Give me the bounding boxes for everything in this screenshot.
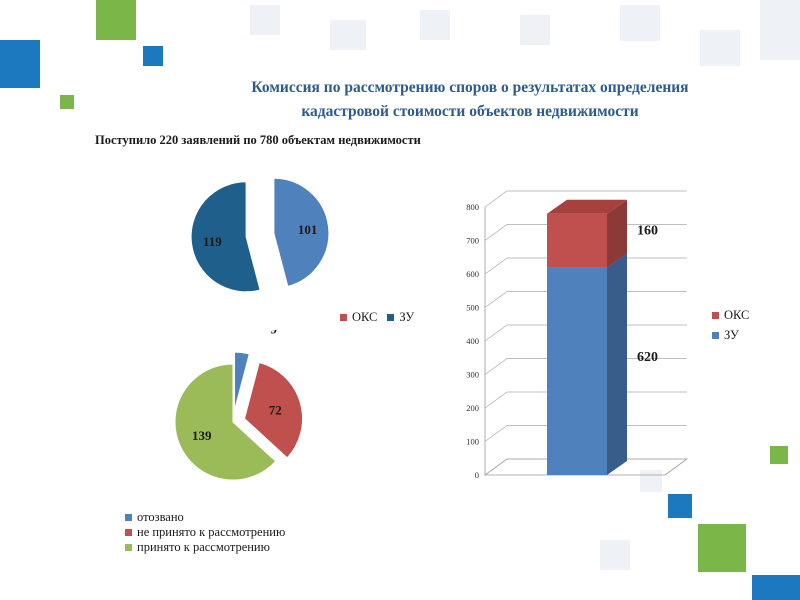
legend-label: ЗУ [724, 327, 739, 342]
decor-square [96, 0, 136, 40]
legend-item: не принято к рассмотрению [125, 525, 285, 540]
legend-swatch-oks [340, 314, 347, 321]
decor-square [640, 470, 662, 492]
bar-segment-side [607, 199, 627, 268]
y-tick-label: 600 [466, 269, 479, 279]
legend-label: ОКС [352, 310, 378, 324]
pie1-legend: ОКС ЗУ [340, 310, 414, 325]
legend-swatch-withdrawn [125, 514, 132, 521]
legend-label: отозвано [137, 510, 184, 524]
pie-slice [273, 177, 330, 288]
decor-square [250, 5, 280, 35]
decor-square [420, 10, 450, 40]
y-tick-label: 0 [475, 470, 479, 480]
decor-square [760, 0, 800, 60]
legend-item: ЗУ [387, 310, 414, 325]
y-tick-label: 200 [466, 403, 479, 413]
legend-swatch-zu [712, 331, 719, 339]
legend-item: принято к рассмотрению [125, 540, 285, 555]
legend-swatch-rejected [125, 529, 132, 536]
decor-square [752, 575, 800, 600]
bar-segment-side [607, 253, 627, 475]
decor-square [668, 494, 692, 518]
page-subtitle: Поступило 220 заявлений по 780 объектам … [95, 133, 421, 147]
legend-label: ЗУ [399, 310, 415, 324]
legend-label: принято к рассмотрению [137, 540, 270, 554]
title-line-1: Комиссия по рассмотрению споров о резуль… [251, 79, 689, 96]
bar-legend: ОКС ЗУ [712, 305, 749, 345]
decor-square [143, 46, 163, 66]
legend-swatch-accepted [125, 544, 132, 551]
pie-data-label: 101 [298, 222, 318, 237]
bar-segment-top [547, 199, 627, 214]
decor-square [330, 20, 366, 50]
decor-square [600, 540, 630, 570]
y-tick-label: 400 [466, 336, 479, 346]
gridline [484, 190, 687, 208]
legend-swatch-zu [387, 314, 395, 321]
pie-chart-applications: 9 72 139 [174, 330, 304, 481]
bar-segment-front [547, 267, 607, 475]
decor-square [698, 524, 746, 572]
decor-square [60, 95, 74, 109]
decor-square [700, 30, 740, 66]
title-line-2: кадастровой стоимости объектов недвижимо… [301, 103, 639, 120]
legend-item: ОКС [712, 305, 749, 325]
pie2-legend: отозвано не принято к рассмотрению приня… [125, 510, 285, 555]
decor-square [770, 446, 788, 464]
pie-data-label: 72 [269, 403, 282, 418]
legend-item: ОКС [340, 310, 377, 325]
pie-slice [174, 363, 277, 481]
legend-item: отозвано [125, 510, 285, 525]
decor-square [620, 5, 660, 41]
legend-label: не принято к рассмотрению [137, 525, 286, 539]
pie-data-label: 139 [192, 428, 212, 443]
y-tick-label: 500 [466, 303, 479, 313]
legend-swatch-oks [712, 311, 719, 319]
bar-segment-front [547, 213, 607, 268]
pie-data-label: 119 [203, 234, 222, 249]
pie-slice [190, 181, 261, 293]
bar-data-label: 160 [637, 224, 658, 239]
bar-data-label: 620 [637, 350, 658, 365]
pie-data-label: 9 [271, 330, 278, 337]
pie-slice [234, 351, 250, 411]
legend-label: ОКС [724, 307, 750, 322]
page-title: Комиссия по рассмотрению споров о резуль… [150, 76, 790, 124]
y-tick-label: 300 [466, 370, 479, 380]
y-tick-label: 100 [466, 437, 479, 447]
decor-square [520, 15, 550, 45]
legend-item: ЗУ [712, 325, 749, 345]
decor-square [0, 40, 40, 88]
y-tick-label: 700 [466, 236, 479, 246]
stacked-bar-chart: 0 100 200 300 400 500 600 700 800 620 160 [466, 190, 689, 480]
y-tick-label: 800 [466, 202, 479, 212]
pie-chart-objects: 101 119 [190, 177, 330, 293]
pie-slice [243, 361, 304, 459]
